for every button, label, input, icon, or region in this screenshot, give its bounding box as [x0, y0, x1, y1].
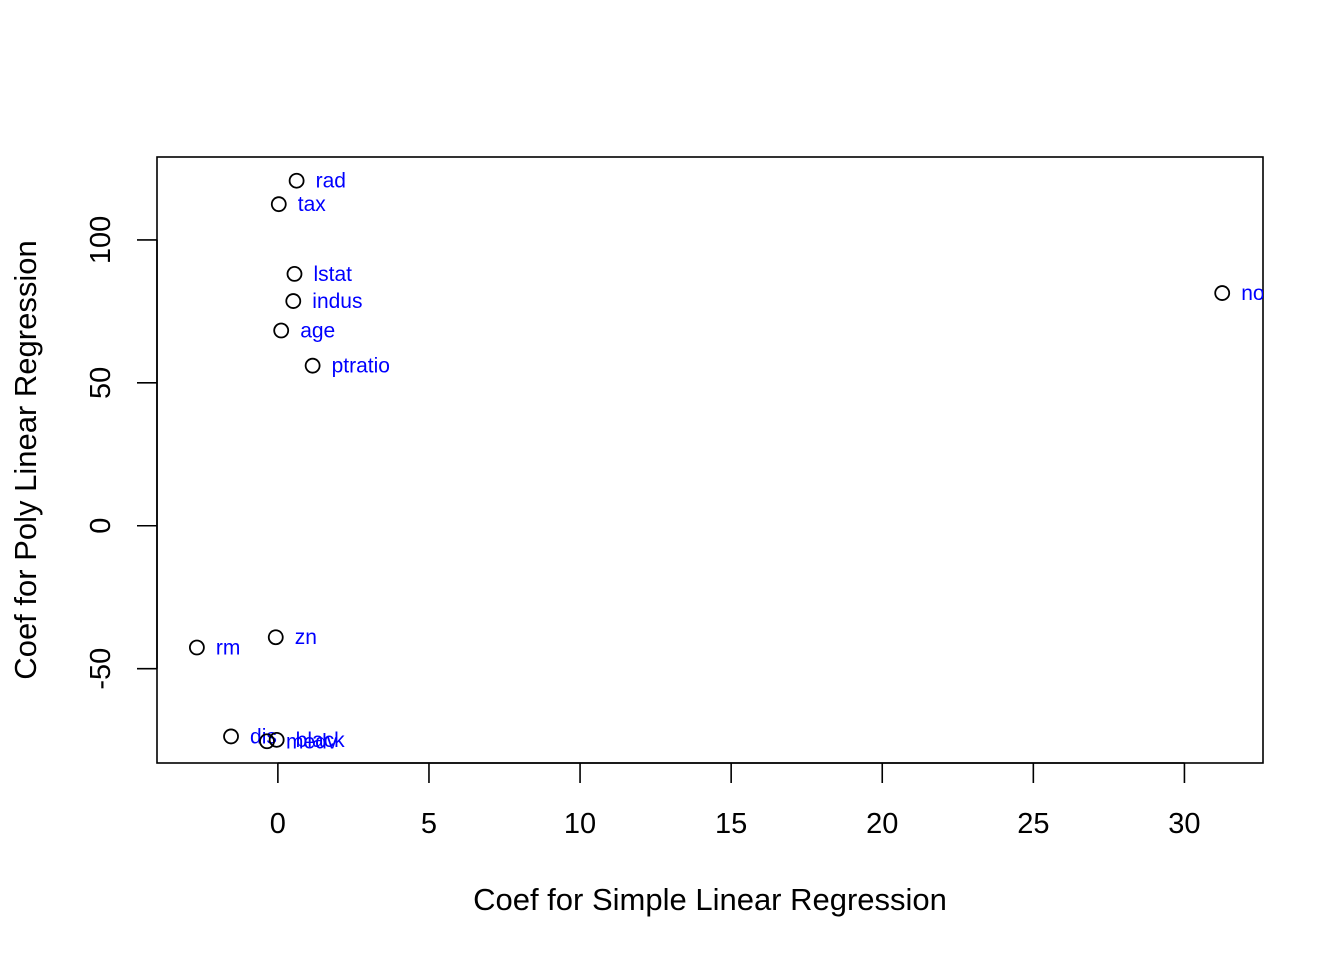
x-tick-label: 30: [1168, 808, 1200, 840]
x-axis-title: Coef for Simple Linear Regression: [473, 882, 947, 917]
y-axis-title: Coef for Poly Linear Regression: [8, 240, 43, 679]
point-label-age: age: [300, 320, 335, 343]
point-label-rad: rad: [316, 170, 346, 193]
point-label-tax: tax: [298, 193, 327, 216]
y-axis: -50 0 50 100: [85, 216, 158, 690]
point-label-indus: indus: [312, 290, 362, 313]
x-tick-label: 5: [421, 808, 437, 840]
point-rad: [288, 172, 305, 189]
point-ptratio: [304, 357, 321, 374]
y-tick-label: -50: [85, 648, 117, 690]
x-tick-label: 0: [270, 808, 286, 840]
x-tick-label: 25: [1017, 808, 1049, 840]
plot-frame: [156, 156, 1264, 764]
point-label-medv: medv: [286, 730, 338, 753]
x-tick-label: 15: [715, 808, 747, 840]
point-label-nox: nox: [1241, 282, 1275, 305]
point-rm: [188, 639, 205, 656]
point-medv: [259, 733, 275, 750]
point-zn: [267, 629, 284, 646]
point-label-rm: rm: [216, 637, 241, 660]
point-label-zn: zn: [295, 626, 317, 649]
point-label-black: black: [296, 729, 346, 752]
point-label-lstat: lstat: [313, 263, 352, 286]
point-indus: [285, 293, 302, 309]
point-label-ptratio: ptratio: [332, 355, 390, 378]
point-nox: [1214, 285, 1231, 301]
x-tick-label: 10: [564, 808, 596, 840]
x-axis: 0 5 10 15 20 25 30: [270, 762, 1201, 840]
y-tick-label: 0: [85, 518, 117, 534]
point-age: [273, 322, 290, 339]
point-lstat: [286, 266, 303, 282]
point-dis: [223, 728, 239, 745]
x-tick-label: 20: [866, 808, 898, 840]
y-tick-label: 50: [85, 367, 117, 399]
point-black: [268, 731, 285, 748]
y-tick-label: 100: [85, 216, 117, 264]
point-tax: [270, 196, 287, 213]
